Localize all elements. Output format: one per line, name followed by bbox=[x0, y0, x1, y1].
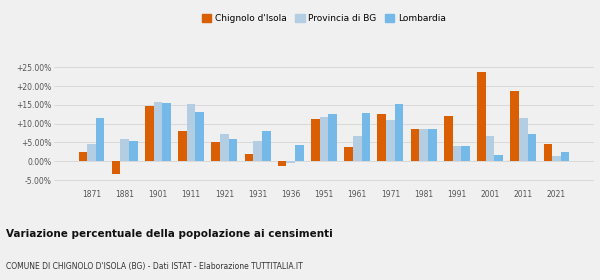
Bar bbox=[328, 114, 337, 161]
Bar bbox=[320, 116, 328, 161]
Bar bbox=[196, 112, 204, 161]
Bar bbox=[544, 144, 552, 161]
Bar bbox=[311, 119, 320, 161]
Bar bbox=[154, 102, 162, 161]
Bar bbox=[444, 116, 452, 161]
Text: COMUNE DI CHIGNOLO D'ISOLA (BG) - Dati ISTAT - Elaborazione TUTTITALIA.IT: COMUNE DI CHIGNOLO D'ISOLA (BG) - Dati I… bbox=[6, 262, 303, 271]
Bar bbox=[96, 118, 104, 161]
Bar bbox=[452, 146, 461, 161]
Legend: Chignolo d'Isola, Provincia di BG, Lombardia: Chignolo d'Isola, Provincia di BG, Lomba… bbox=[199, 11, 449, 27]
Bar bbox=[377, 114, 386, 161]
Bar bbox=[386, 120, 395, 161]
Bar bbox=[178, 131, 187, 161]
Bar bbox=[278, 161, 286, 166]
Bar bbox=[395, 104, 403, 161]
Bar bbox=[344, 147, 353, 161]
Bar bbox=[229, 139, 238, 161]
Bar bbox=[511, 91, 519, 161]
Bar bbox=[220, 134, 229, 161]
Bar bbox=[486, 136, 494, 161]
Bar bbox=[461, 146, 470, 161]
Bar bbox=[527, 134, 536, 161]
Text: Variazione percentuale della popolazione ai censimenti: Variazione percentuale della popolazione… bbox=[6, 228, 333, 239]
Bar bbox=[552, 156, 561, 161]
Bar bbox=[262, 131, 271, 161]
Bar bbox=[428, 129, 437, 161]
Bar bbox=[211, 143, 220, 161]
Bar bbox=[295, 146, 304, 161]
Bar bbox=[477, 72, 486, 161]
Bar bbox=[419, 129, 428, 161]
Bar bbox=[129, 141, 137, 161]
Bar bbox=[245, 154, 253, 161]
Bar bbox=[519, 118, 527, 161]
Bar bbox=[121, 139, 129, 161]
Bar bbox=[353, 136, 362, 161]
Bar bbox=[145, 106, 154, 161]
Bar bbox=[286, 161, 295, 163]
Bar bbox=[494, 155, 503, 161]
Bar bbox=[112, 161, 121, 174]
Bar bbox=[253, 141, 262, 161]
Bar bbox=[561, 152, 569, 161]
Bar bbox=[79, 152, 87, 161]
Bar bbox=[362, 113, 370, 161]
Bar bbox=[410, 129, 419, 161]
Bar bbox=[187, 104, 196, 161]
Bar bbox=[162, 103, 171, 161]
Bar bbox=[87, 144, 96, 161]
